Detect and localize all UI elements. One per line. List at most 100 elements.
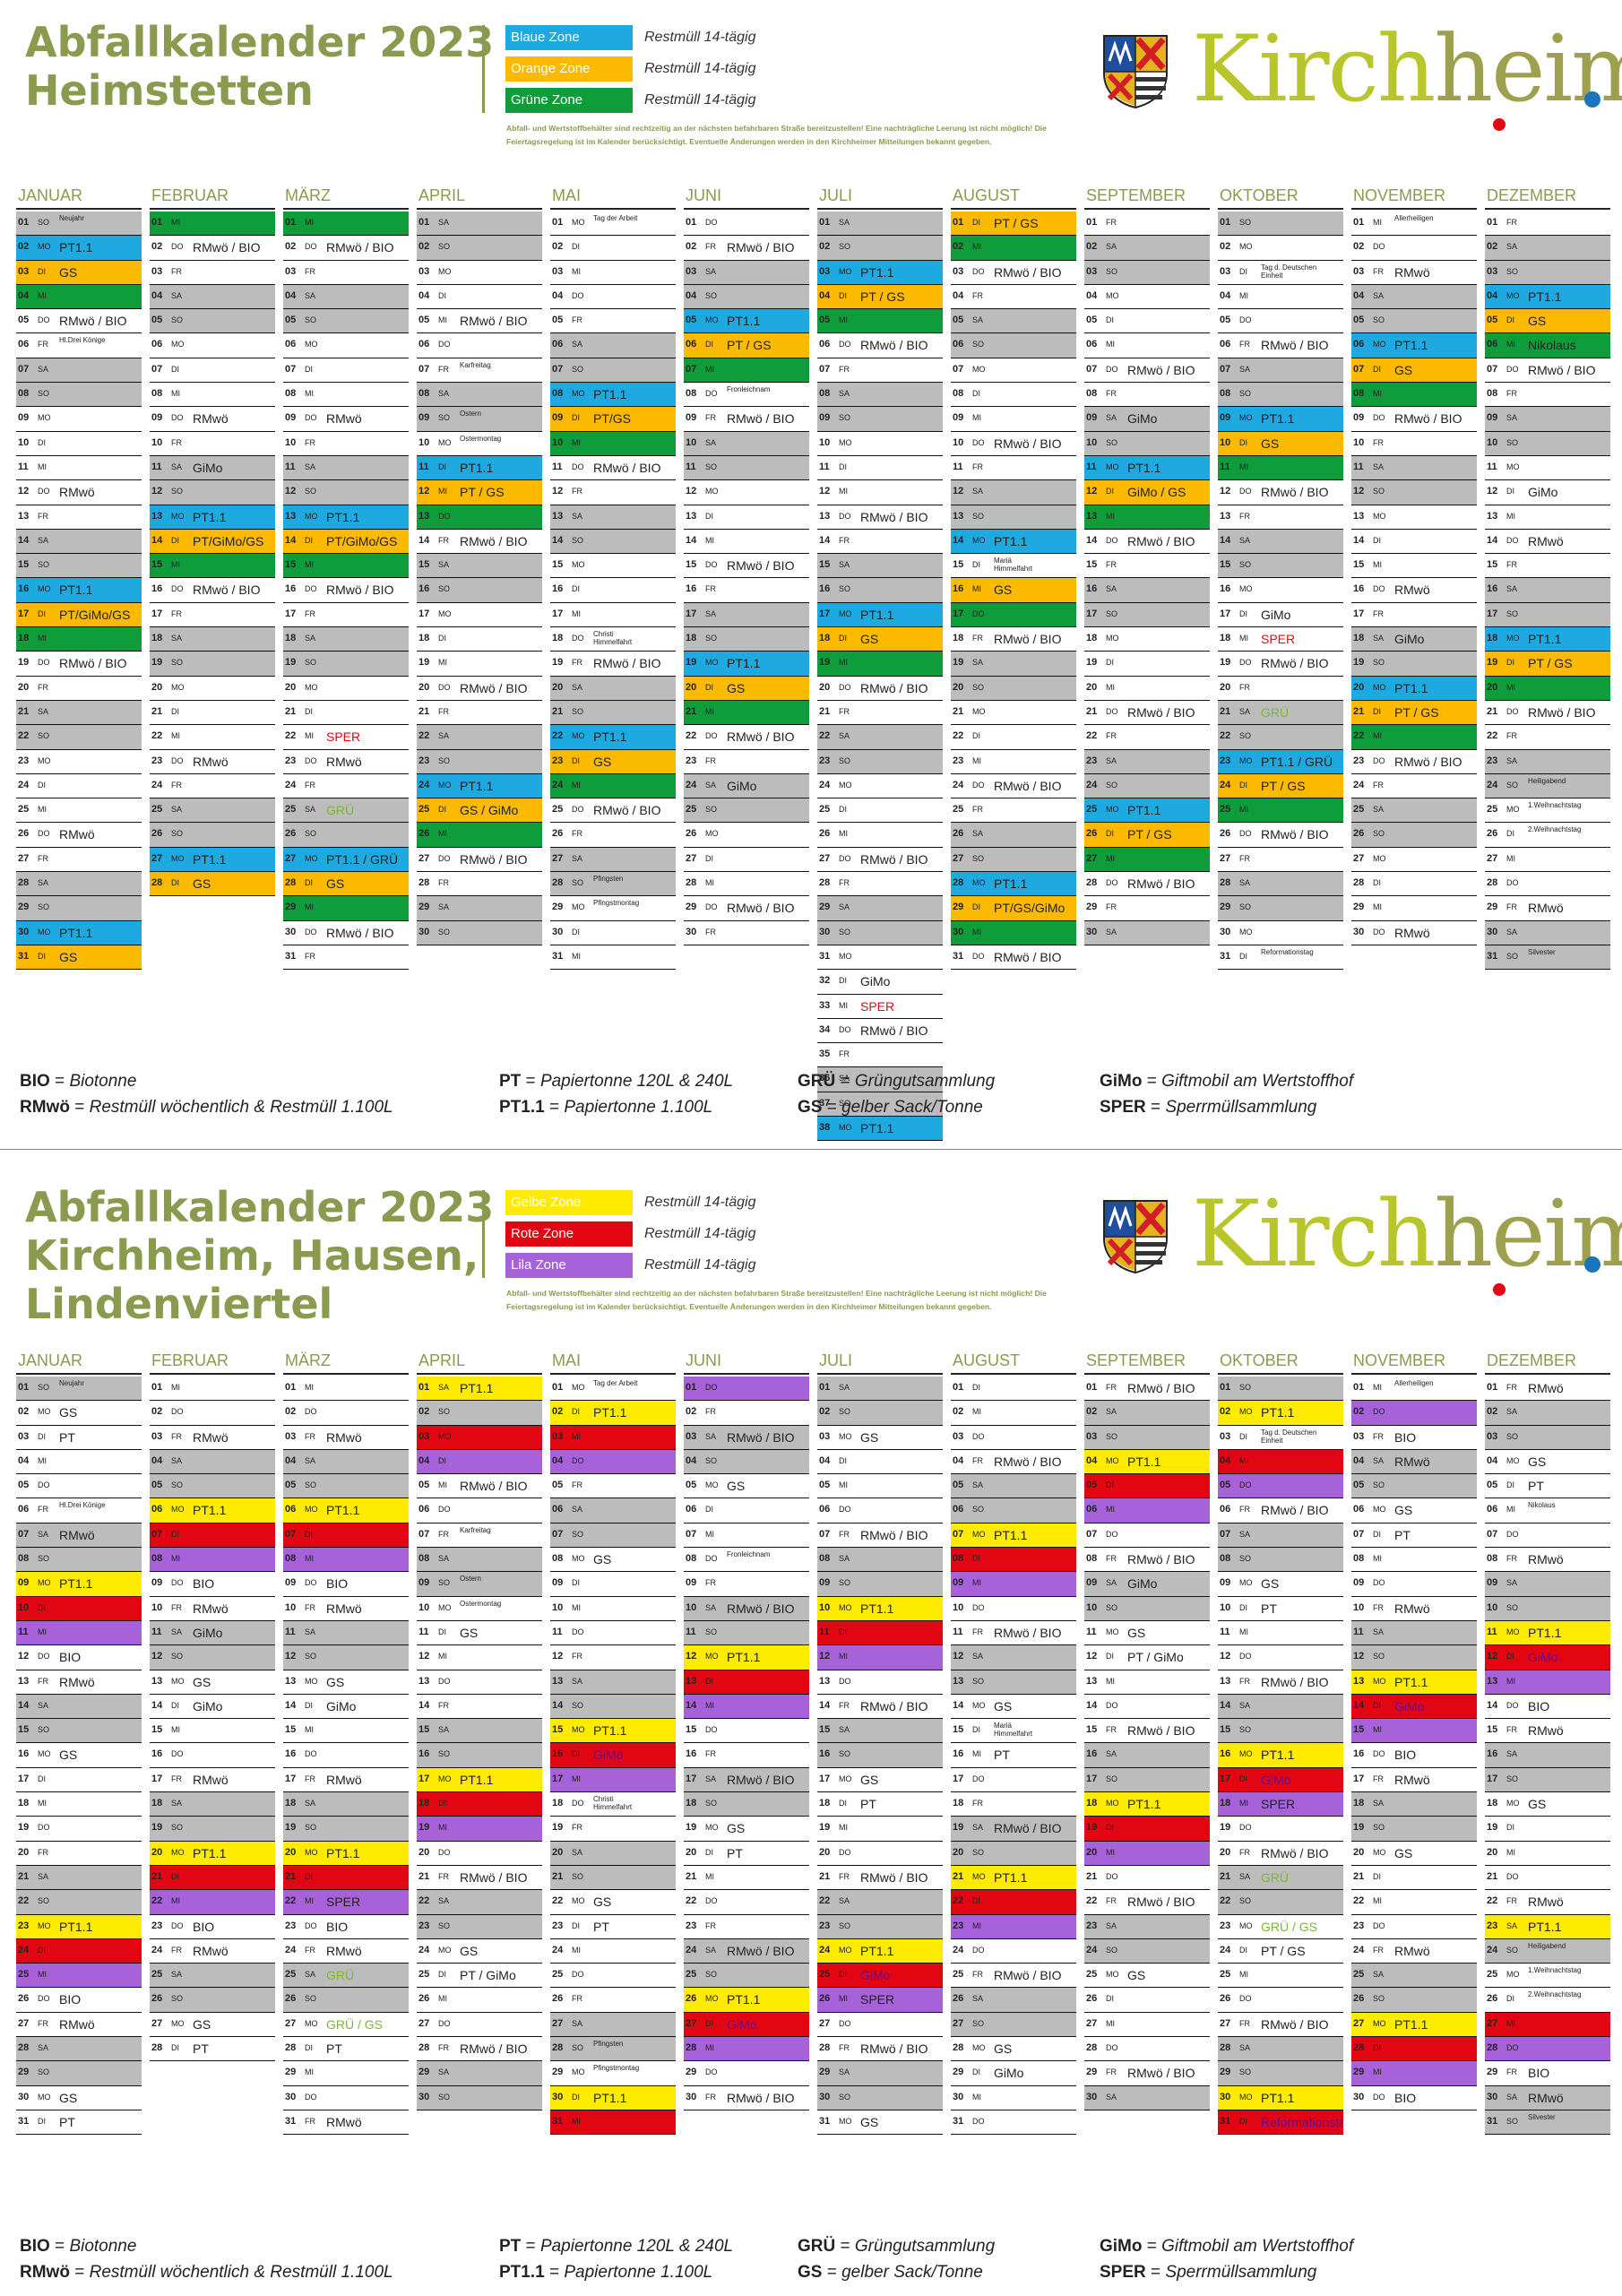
day-number: 01 [151, 1382, 163, 1393]
weekday: MO [1506, 634, 1520, 643]
weekday: SO [305, 829, 317, 839]
weekday: SO [1373, 829, 1385, 839]
day-number: 21 [1487, 1870, 1498, 1882]
day-row: 18 MI [16, 1792, 142, 1817]
month-header: OKTOBER [1220, 186, 1298, 204]
day-number: 07 [819, 1528, 831, 1540]
day-number: 14 [18, 1699, 30, 1711]
day-number: 14 [285, 534, 297, 546]
day-row: 30 MO [1218, 920, 1343, 945]
day-row: 22 SA [417, 725, 542, 750]
day-number: 26 [1353, 1993, 1365, 2005]
day-row: 30 SA [1084, 2085, 1210, 2110]
weekday: DO [305, 927, 317, 937]
weekday: SA [705, 1602, 717, 1612]
collection-label: GS [860, 2114, 879, 2129]
weekday: DI [1373, 1871, 1381, 1881]
collection-label: RMwö [1394, 1772, 1430, 1787]
day-number: 16 [1487, 583, 1498, 595]
day-row: 03 SA RMwö / BIO [684, 1425, 809, 1450]
day-number: 25 [953, 804, 964, 816]
day-row: 24 DO [951, 1938, 1076, 1964]
day-number: 20 [686, 1846, 697, 1858]
weekday: MO [1373, 2018, 1386, 2028]
day-row: 07 DO RMwö / BIO [1084, 358, 1210, 384]
day-number: 17 [1353, 1773, 1365, 1784]
day-number: 21 [1353, 705, 1365, 717]
day-row: 05 SO [1351, 309, 1477, 334]
day-number: 10 [151, 1601, 163, 1613]
day-row: 29 DI GiMo [951, 2061, 1076, 2086]
day-row: 20 DO RMwö / BIO [817, 676, 943, 701]
day-number: 02 [18, 241, 30, 253]
weekday: MO [171, 2018, 185, 2028]
weekday: MO [305, 340, 318, 350]
collection-label: GS [460, 1625, 479, 1640]
day-row: 19 SO [150, 1817, 275, 1842]
weekday: FR [705, 1407, 716, 1417]
collection-label: PT1.1 [59, 240, 93, 255]
day-number: 29 [1487, 902, 1498, 913]
day-number: 19 [1220, 1822, 1231, 1834]
section-divider [0, 1149, 1622, 1150]
collection-label: GS [59, 264, 78, 280]
day-row: 22 MI [150, 1890, 275, 1915]
collection-label: GiMo [193, 1625, 223, 1640]
weekday: SA [1106, 1749, 1117, 1759]
month-rule [1218, 1373, 1343, 1375]
day-number: 02 [1353, 1406, 1365, 1418]
collection-label: PT [1394, 1527, 1411, 1542]
day-number: 07 [1086, 1528, 1098, 1540]
day-row: 12 DO RMwö / BIO [1218, 480, 1343, 505]
collection-label: RMwö / BIO [860, 1869, 928, 1885]
day-row: 23 MO GRÜ / GS [1218, 1914, 1343, 1939]
day-row: 14 DO [1084, 1694, 1210, 1720]
weekday: FR [171, 1431, 182, 1441]
day-row: 03 MO [417, 260, 542, 285]
weekday: DI [305, 1529, 313, 1539]
collection-label: SPER [1261, 632, 1296, 647]
day-row: 26 SO [150, 823, 275, 848]
weekday: DO [1373, 1921, 1385, 1930]
day-row: 16 DO [283, 1743, 409, 1768]
day-number: 06 [18, 1504, 30, 1515]
day-number: 10 [552, 436, 564, 448]
weekday: FR [705, 584, 716, 594]
day-number: 18 [18, 1798, 30, 1809]
weekday: DO [305, 242, 317, 252]
day-row: 12 MI [817, 1645, 943, 1670]
weekday: FR [1506, 389, 1517, 399]
day-row: 04 FR [951, 284, 1076, 310]
month-header: DEZEMBER [1487, 186, 1577, 204]
day-row: 29 MI [1351, 2061, 1477, 2086]
day-number: 27 [819, 2017, 831, 2029]
weekday: DO [839, 511, 851, 521]
day-number: 08 [953, 1553, 964, 1565]
day-row: 23 SO [417, 749, 542, 774]
day-row: 22 FR [1485, 725, 1610, 750]
weekday: DI [972, 389, 980, 399]
weekday: FR [305, 1774, 315, 1783]
day-number: 22 [18, 1895, 30, 1907]
day-number: 17 [953, 608, 964, 619]
day-number: 10 [1487, 436, 1498, 448]
day-number: 24 [151, 779, 163, 790]
day-number: 12 [151, 486, 163, 497]
collection-label: GS [1528, 1454, 1547, 1469]
day-number: 02 [1487, 1406, 1498, 1418]
weekday: MI [705, 878, 714, 888]
day-row: 16 SO [417, 1743, 542, 1768]
legend-key: BIO [20, 1072, 50, 1091]
day-row: 07 SA [16, 358, 142, 384]
day-number: 29 [686, 2067, 697, 2078]
weekday: DI [972, 2067, 980, 2077]
weekday: MI [572, 780, 581, 790]
weekday: MI [38, 805, 47, 815]
day-row: 01 FR RMwö [1485, 1377, 1610, 1402]
day-number: 13 [686, 1675, 697, 1687]
day-number: 01 [418, 1382, 430, 1393]
day-row: 08 MI [283, 1548, 409, 1573]
weekday: MI [1373, 902, 1382, 912]
weekday: SA [438, 1725, 450, 1735]
day-number: 31 [819, 950, 831, 962]
